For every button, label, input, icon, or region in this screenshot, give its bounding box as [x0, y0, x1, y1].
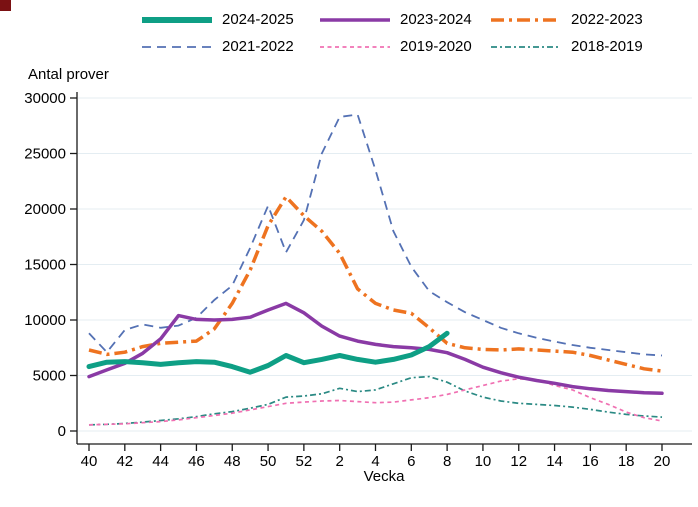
chart-legend: 2024-2025 2023-2024 2022-2023 2021-2022 2019… [141, 10, 668, 57]
x-tick-label-2: 2 [336, 453, 344, 470]
legend-swatch-2024-2025 [142, 17, 212, 23]
legend-label-2018-2019: 2018-2019 [571, 38, 643, 55]
legend-swatch-2019-2020 [320, 46, 390, 48]
x-tick-label-10: 10 [475, 453, 492, 470]
legend-swatch-2023-2024 [320, 18, 390, 22]
legend-item-2018-2019: 2018-2019 [490, 37, 668, 57]
legend-item-2022-2023: 2022-2023 [490, 10, 668, 30]
x-tick-label-48: 48 [224, 453, 241, 470]
legend-label-2023-2024: 2023-2024 [400, 11, 472, 28]
x-tick-label-18: 18 [618, 453, 635, 470]
x-tick-label-14: 14 [546, 453, 563, 470]
legend-label-2021-2022: 2021-2022 [222, 38, 294, 55]
legend-item-2023-2024: 2023-2024 [319, 10, 490, 30]
x-tick-label-50: 50 [260, 453, 277, 470]
legend-item-2019-2020: 2019-2020 [319, 37, 490, 57]
x-tick-label-40: 40 [81, 453, 98, 470]
x-tick-label-12: 12 [510, 453, 527, 470]
x-tick-label-6: 6 [407, 453, 415, 470]
corner-red-square [0, 0, 11, 11]
legend-label-2024-2025: 2024-2025 [222, 11, 294, 28]
x-tick-label-20: 20 [654, 453, 671, 470]
x-tick-label-16: 16 [582, 453, 599, 470]
series-line-2022-2023 [88, 195, 663, 373]
legend-swatch-2018-2019 [491, 46, 561, 48]
x-tick-label-4: 4 [371, 453, 379, 470]
y-tick-label-30000: 30000 [24, 90, 66, 107]
y-tick-label-25000: 25000 [24, 146, 66, 163]
y-tick-label-5000: 5000 [33, 368, 66, 385]
legend-swatch-2021-2022 [142, 46, 212, 48]
y-tick-label-20000: 20000 [24, 201, 66, 218]
x-tick-label-42: 42 [116, 453, 133, 470]
y-tick-label-0: 0 [58, 423, 66, 440]
y-tick-label-10000: 10000 [24, 312, 66, 329]
x-tick-label-52: 52 [296, 453, 313, 470]
series-line-2018-2019 [88, 375, 663, 426]
x-tick-label-46: 46 [188, 453, 205, 470]
x-tick-label-44: 44 [152, 453, 169, 470]
legend-swatch-2022-2023 [491, 18, 561, 22]
legend-label-2022-2023: 2022-2023 [571, 11, 643, 28]
legend-label-2019-2020: 2019-2020 [400, 38, 472, 55]
legend-item-2024-2025: 2024-2025 [141, 10, 319, 30]
y-axis-title: Antal prover [28, 66, 109, 83]
x-axis-title: Vecka [363, 468, 405, 485]
series-line-2024-2025 [86, 330, 450, 375]
series-line-2023-2024 [87, 301, 664, 396]
legend-item-2021-2022: 2021-2022 [141, 37, 319, 57]
series-line-2019-2020 [88, 377, 663, 426]
y-tick-label-15000: 15000 [24, 257, 66, 274]
x-tick-label-8: 8 [443, 453, 451, 470]
